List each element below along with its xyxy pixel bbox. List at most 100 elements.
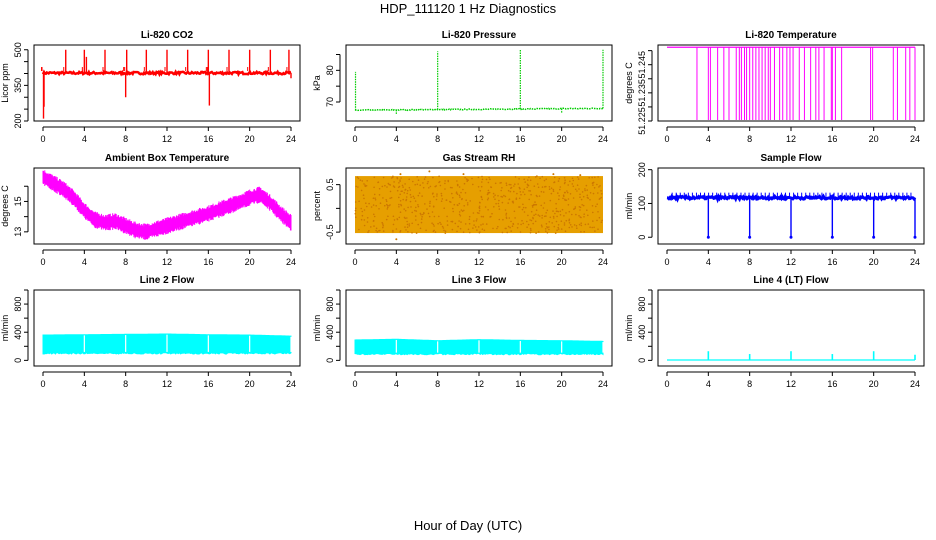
data-point [410,196,412,198]
x-tick-label: 8 [747,257,752,267]
data-point [488,176,490,179]
data-point [429,185,432,188]
data-point [567,184,569,186]
chart-panel-8: Line 3 Flow ml/min 0 4 8 12 16 20 24 0 400 800 [312,275,613,389]
data-point [434,231,437,233]
data-point [469,231,471,234]
data-point [366,180,369,182]
data-point [543,215,546,218]
drop-point [872,235,876,239]
data-point [596,219,598,222]
data-point [365,202,367,204]
data-point [510,220,512,223]
data-point [417,194,420,197]
x-tick-label: 8 [747,379,752,389]
data-point [586,209,588,211]
data-point [452,197,454,199]
data-point [535,209,538,211]
data-point [578,206,581,208]
data-point [481,198,484,201]
data-point [486,198,489,201]
data-point [407,231,409,233]
data-layer [42,170,292,240]
data-point [367,231,369,233]
data-point [557,224,560,226]
data-point [579,193,581,196]
data-point [420,221,423,224]
data-point [591,182,594,184]
data-point [434,185,437,188]
data-point [579,216,582,218]
x-tick-label: 12 [474,134,484,144]
data-point [587,214,589,217]
x-tick-label: 12 [786,134,796,144]
data-point [572,185,575,188]
data-point [578,214,580,217]
data-point [404,183,406,185]
data-point [490,186,492,188]
data-point [505,214,507,216]
data-point [358,200,360,203]
data-point [428,170,431,173]
data-point [458,220,460,222]
data-point [377,181,379,184]
data-point [526,183,529,186]
data-point [460,221,462,223]
data-point [404,226,406,228]
data-point [424,176,427,178]
y-axis-label: degrees C [624,62,634,104]
data-point [437,222,439,225]
data-point [398,206,400,208]
y-tick-label: 13 [13,227,23,237]
data-point [389,190,392,193]
data-point [591,176,593,179]
data-point [596,203,598,205]
data-point [361,180,364,182]
data-point [454,222,457,225]
x-tick-label: 12 [162,257,172,267]
data-point [393,186,396,188]
data-point [408,225,411,227]
data-point [532,217,534,220]
data-point [507,189,510,192]
data-point [399,179,401,181]
data-point [533,214,535,216]
data-point [552,173,555,176]
data-point [465,178,468,180]
data-point [357,177,360,180]
data-point [381,221,384,224]
data-point [536,195,538,198]
data-point [556,229,558,231]
data-point [599,185,601,187]
data-point [530,210,533,213]
data-point [591,226,593,229]
data-point [451,220,454,223]
data-point [545,230,547,232]
data-point [399,211,402,213]
data-point [379,202,382,204]
data-point [363,224,366,227]
data-point [565,212,567,214]
data-point [505,217,508,220]
data-point [455,191,458,193]
data-point [372,197,375,199]
data-point [557,228,560,230]
plot-frame [657,289,925,367]
data-point [480,224,482,226]
data-point [571,213,573,216]
data-point [553,176,556,179]
data-point [584,223,587,226]
y-axis-label: ml/min [312,315,322,342]
data-point [445,199,448,201]
data-point [417,204,419,206]
data-point [548,228,550,231]
data-point [500,189,503,192]
data-point [492,227,494,230]
x-tick-label: 8 [435,134,440,144]
data-point [462,188,464,191]
data-point [482,216,485,218]
data-point [563,177,566,179]
data-point [366,221,369,223]
data-point [447,179,450,182]
data-point [465,199,468,201]
